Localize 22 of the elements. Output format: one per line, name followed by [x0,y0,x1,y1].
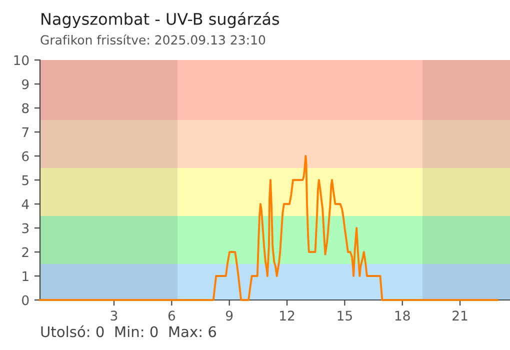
chart-subtitle: Grafikon frissítve: 2025.09.13 23:10 [40,34,266,45]
chart-title: Nagyszombat - UV-B sugárzás [42,12,280,28]
x-tick-label: 6 [168,310,176,321]
y-tick-label: 9 [22,79,29,90]
x-tick-label: 3 [110,310,118,321]
x-tick-label: 15 [338,310,352,321]
x-tick-label: 18 [395,310,410,321]
y-tick-label: 7 [22,127,28,138]
x-tick-label: 12 [280,310,294,320]
y-tick-label: 8 [22,103,29,114]
line-series [39,155,498,301]
y-tick-label: 4 [22,199,29,210]
x-tick-label: 21 [452,310,468,320]
y-tick-label: 10 [14,55,29,66]
x-tick-label: 9 [226,310,233,321]
y-tick-label: 1 [22,271,28,282]
y-tick-label: 2 [22,247,28,258]
text: Utolsó: 0 Min: 0 Max: 6 [41,325,216,338]
y-tick-label: 6 [22,151,29,162]
y-tick-label: 0 [22,295,29,306]
y-tick-label: 5 [22,175,28,186]
y-tick-label: 3 [22,223,29,234]
